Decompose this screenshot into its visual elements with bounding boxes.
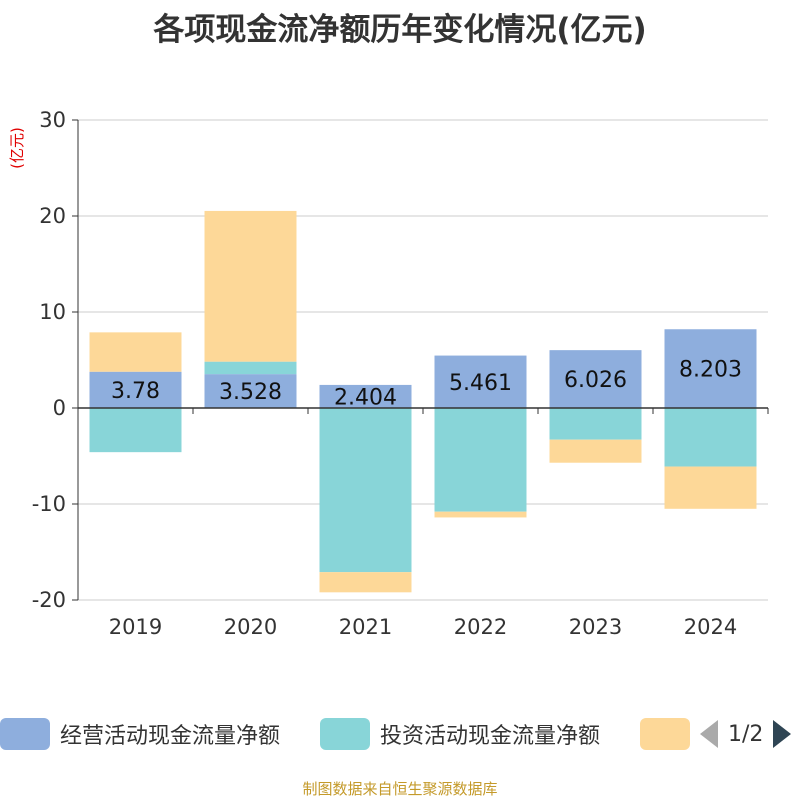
bar-segment-s2-2023 [549, 439, 642, 463]
legend-next-icon[interactable] [773, 720, 792, 748]
legend-prev-icon[interactable] [700, 720, 718, 748]
y-tick-label: 20 [39, 204, 66, 228]
bar-segment-s2-2021 [319, 572, 412, 593]
bar-segment-s1-2019 [89, 408, 182, 453]
legend-swatch-investing [320, 718, 370, 750]
chart-title: 各项现金流净额历年变化情况(亿元) [153, 12, 647, 48]
bar-segment-s0-2022 [434, 355, 527, 408]
data-label-2022: 5.461 [449, 371, 512, 396]
data-source-note: 制图数据来自恒生聚源数据库 [302, 780, 498, 798]
y-tick-label: -10 [32, 492, 66, 516]
bar-segment-s2-2024 [664, 466, 757, 509]
legend: 经营活动现金流量净额 投资活动现金流量净额 1/2 [0, 716, 800, 756]
data-label-2019: 3.78 [111, 379, 160, 404]
bar-segment-s0-2020 [204, 374, 297, 408]
bar-segment-s2-2020 [204, 210, 297, 362]
gridlines [78, 119, 768, 601]
bar-segment-s1-2023 [549, 408, 642, 440]
legend-item-third[interactable] [640, 716, 700, 752]
bar-segment-s0-2023 [549, 350, 642, 408]
bar-segment-s0-2021 [319, 384, 412, 408]
data-labels: 3.78 3.528 2.404 5.461 6.026 8.203 [111, 358, 742, 411]
bar-segment-s1-2020 [204, 361, 297, 375]
x-tick-label-2023: 2023 [569, 615, 622, 639]
data-label-2021: 2.404 [334, 385, 397, 410]
legend-item-operating[interactable]: 经营活动现金流量净额 [0, 716, 280, 752]
legend-swatch-operating [0, 718, 50, 750]
bar-segment-s2-2019 [89, 332, 182, 372]
bar-segment-s1-2022 [434, 408, 527, 512]
y-axis-label: (亿元) [8, 127, 26, 169]
bars [89, 210, 757, 593]
y-tick-label: 10 [39, 300, 66, 324]
x-tick-label-2019: 2019 [109, 615, 162, 639]
x-tick-label-2022: 2022 [454, 615, 507, 639]
bar-segment-s0-2019 [89, 371, 182, 408]
bar-segment-s0-2024 [664, 329, 757, 408]
legend-page-indicator: 1/2 [728, 721, 764, 747]
legend-pager: 1/2 [700, 716, 792, 752]
x-tick-label-2020: 2020 [224, 615, 277, 639]
y-tick-label: 0 [53, 396, 66, 420]
data-label-2024: 8.203 [679, 358, 742, 383]
axes: 30 20 10 0 -10 -20 2019 2020 2021 2022 2023 2024 [32, 108, 769, 639]
y-tick-label: -20 [32, 588, 66, 612]
bar-segment-s2-2022 [434, 511, 527, 518]
legend-item-investing[interactable]: 投资活动现金流量净额 [320, 716, 600, 752]
bar-segment-s1-2021 [319, 408, 412, 573]
legend-swatch-third [640, 718, 690, 750]
data-label-2023: 6.026 [564, 368, 627, 393]
legend-label-operating: 经营活动现金流量净额 [60, 724, 281, 749]
y-tick-label: 30 [39, 108, 66, 132]
x-tick-label-2024: 2024 [684, 615, 737, 639]
data-label-2020: 3.528 [219, 380, 282, 405]
legend-label-investing: 投资活动现金流量净额 [380, 724, 601, 749]
x-tick-label-2021: 2021 [339, 615, 392, 639]
stacked-bar-chart: 30 20 10 0 -10 -20 2019 2020 2021 2022 2023 2024 3.… [8, 108, 769, 639]
bar-segment-s1-2024 [664, 408, 757, 467]
